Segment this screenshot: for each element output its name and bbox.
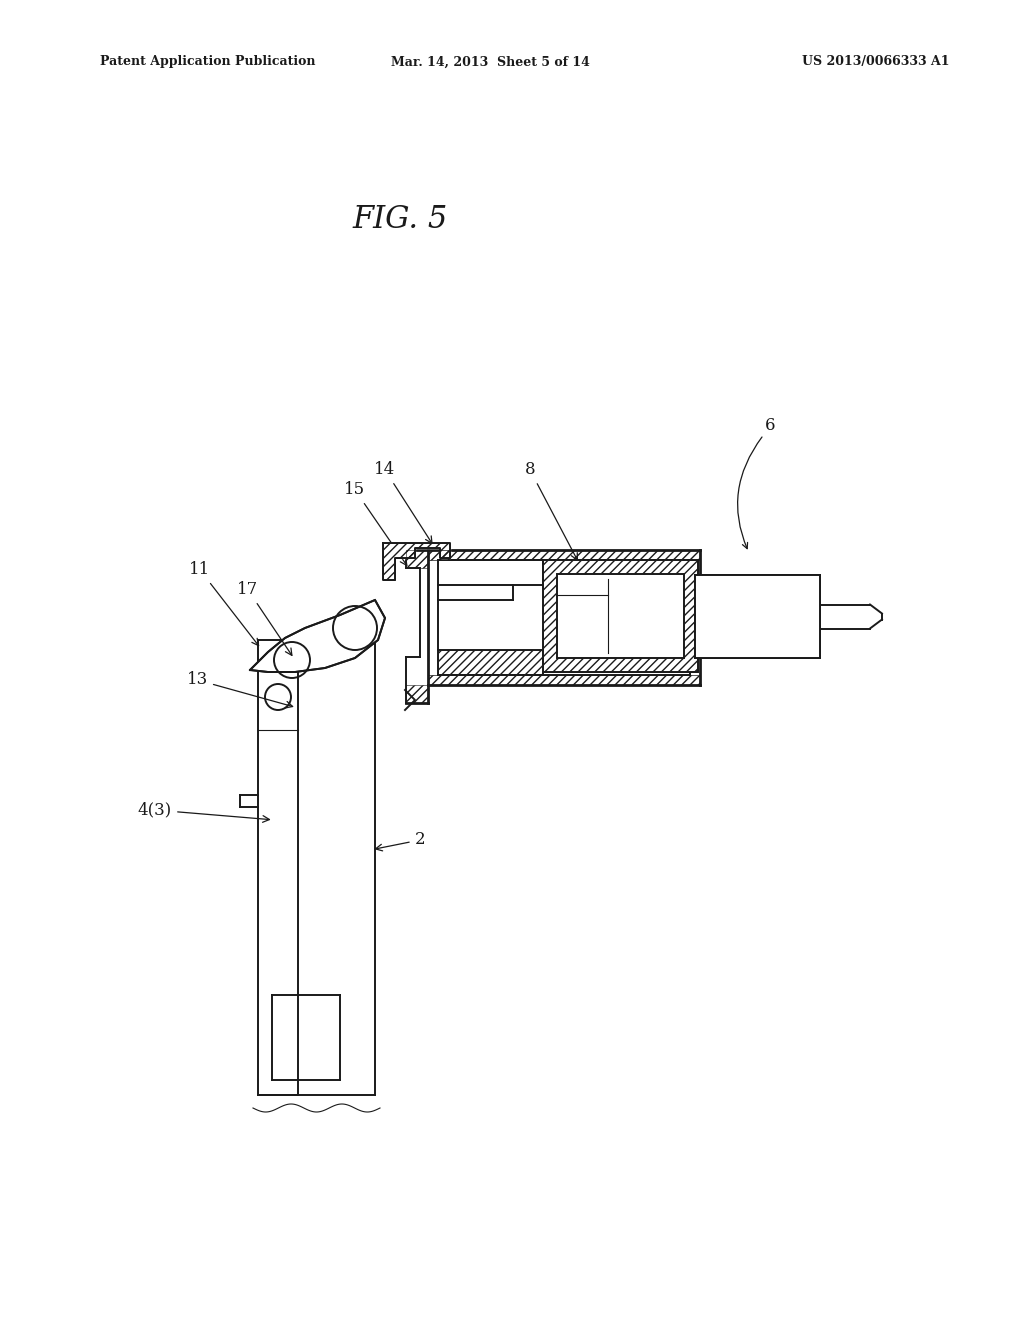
Text: US 2013/0066333 A1: US 2013/0066333 A1 bbox=[803, 55, 950, 69]
Text: Mar. 14, 2013  Sheet 5 of 14: Mar. 14, 2013 Sheet 5 of 14 bbox=[390, 55, 590, 69]
Text: 14: 14 bbox=[375, 462, 432, 544]
FancyBboxPatch shape bbox=[695, 576, 820, 657]
Text: 17: 17 bbox=[238, 582, 292, 655]
Bar bbox=[695, 576, 820, 657]
Bar bbox=[557, 574, 684, 657]
Bar bbox=[543, 560, 698, 672]
Bar bbox=[428, 550, 700, 560]
Polygon shape bbox=[383, 543, 450, 579]
Bar bbox=[438, 649, 543, 675]
Bar bbox=[406, 550, 428, 568]
Text: Patent Application Publication: Patent Application Publication bbox=[100, 55, 315, 69]
Bar bbox=[428, 675, 700, 685]
Text: 2: 2 bbox=[376, 832, 425, 851]
Bar bbox=[543, 560, 698, 672]
Bar bbox=[406, 685, 428, 704]
Polygon shape bbox=[250, 601, 385, 672]
Text: 4(3): 4(3) bbox=[138, 801, 269, 822]
Text: FIG. 5: FIG. 5 bbox=[352, 205, 447, 235]
Text: 11: 11 bbox=[189, 561, 259, 645]
Text: 8: 8 bbox=[524, 462, 578, 560]
Text: 15: 15 bbox=[344, 482, 407, 565]
Text: 13: 13 bbox=[186, 672, 293, 708]
Text: 6: 6 bbox=[765, 417, 775, 434]
